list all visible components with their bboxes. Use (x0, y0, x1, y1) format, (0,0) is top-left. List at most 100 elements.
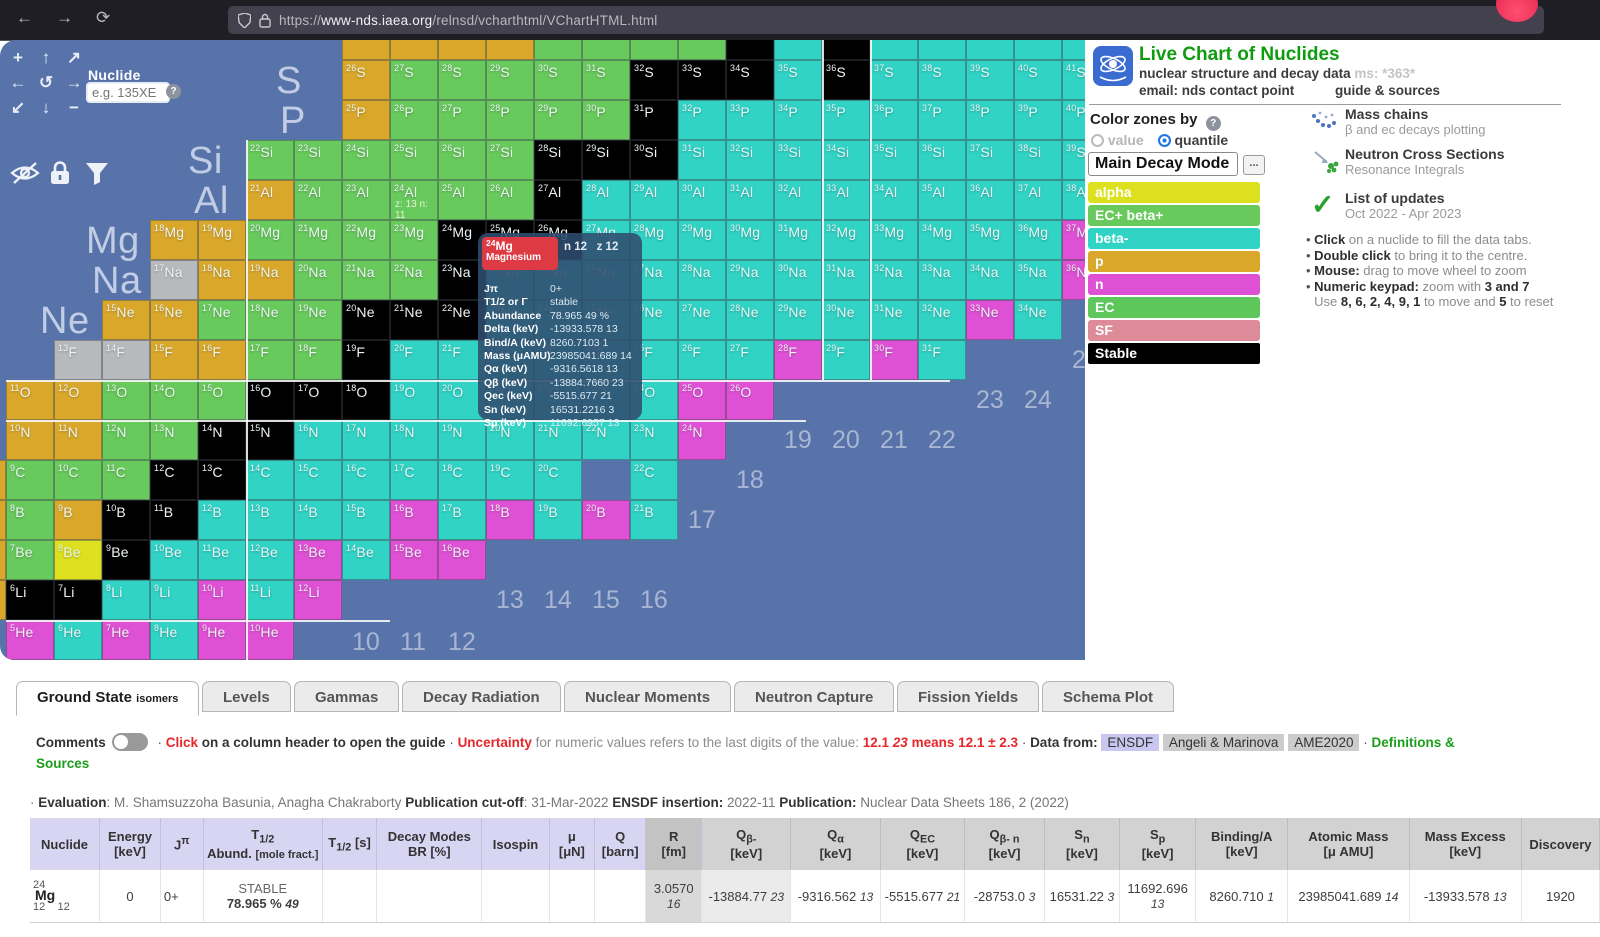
nuclide-cell-14B[interactable]: 14B (294, 500, 342, 540)
column-header-atomic-mass[interactable]: Atomic Mass [μ AMU] (1287, 818, 1410, 870)
nuclide-cell-25Al[interactable]: 25Al (438, 180, 486, 220)
nuclide-cell-11Li[interactable]: 11Li (246, 580, 294, 620)
nuclide-cell-19F[interactable]: 19F (342, 340, 390, 380)
nuclide-cell-28Na[interactable]: 28Na (678, 260, 726, 300)
nuclide-cell-7Be[interactable]: 7Be (6, 540, 54, 580)
nuclide-cell-33Ne[interactable]: 33Ne (966, 300, 1014, 340)
nuclide-cell-20Ne[interactable]: 20Ne (342, 300, 390, 340)
nuclide-cell-10Be[interactable]: 10Be (150, 540, 198, 580)
nuclide-cell-30Si[interactable]: 30Si (630, 140, 678, 180)
nuclide-cell-11N[interactable]: 11N (54, 420, 102, 460)
nuclide-cell-31F[interactable]: 31F (918, 340, 966, 380)
nuclide-cell-8Be[interactable]: 8Be (54, 540, 102, 580)
nuclide-cell-34Cl[interactable]: 34Cl (678, 40, 726, 60)
nuclide-cell-29S[interactable]: 29S (486, 60, 534, 100)
nuclide-cell-26Si[interactable]: 26Si (438, 140, 486, 180)
tab-levels[interactable]: Levels (202, 681, 291, 712)
nuclide-cell-15B[interactable]: 15B (342, 500, 390, 540)
nuclide-cell-15Ne[interactable]: 15Ne (102, 300, 150, 340)
column-header-q-[interactable]: Qβ- [keV] (701, 818, 792, 870)
nuclide-cell-16B[interactable]: 16B (390, 500, 438, 540)
nuclide-cell-26F[interactable]: 26F (678, 340, 726, 380)
help-icon[interactable]: ? (1205, 116, 1221, 131)
nuclide-cell-13O[interactable]: 13O (102, 380, 150, 420)
nuclide-cell-28P[interactable]: 28P (486, 100, 534, 140)
legend-alpha[interactable]: alpha (1088, 182, 1260, 203)
nuclide-cell-13B[interactable]: 13B (246, 500, 294, 540)
nuclide-cell-36S[interactable]: 36S (822, 60, 870, 100)
nuclide-cell-8He[interactable]: 8He (150, 620, 198, 660)
nuclide-cell-33Si[interactable]: 33Si (774, 140, 822, 180)
nuclide-cell-23Mg[interactable]: 23Mg (390, 220, 438, 260)
nuclide-cell-12C[interactable]: 12C (150, 460, 198, 500)
nuclide-cell-23Si[interactable]: 23Si (294, 140, 342, 180)
nuclide-cell-26S[interactable]: 26S (342, 60, 390, 100)
nuclide-cell-31Si[interactable]: 31Si (678, 140, 726, 180)
nuclide-cell-34S[interactable]: 34S (726, 60, 774, 100)
nuclide-chart-canvas[interactable]: 27Cl28Cl29Cl30Cl31Cl32Cl33Cl34Cl35Cl36Cl… (0, 40, 1085, 660)
nuclide-cell-21Al[interactable]: 21Al (246, 180, 294, 220)
radio-value-label[interactable]: value (1107, 132, 1144, 148)
minus-icon[interactable]: − (69, 98, 79, 117)
nuclide-cell-9Li[interactable]: 9Li (150, 580, 198, 620)
nuclide-cell-40S[interactable]: 40S (1014, 60, 1062, 100)
arrow-left-icon[interactable]: ← (9, 73, 27, 92)
nuclide-cell-41S[interactable]: 41S (1062, 60, 1085, 100)
nuclide-cell-25Si[interactable]: 25Si (390, 140, 438, 180)
column-header-isospin[interactable]: Isospin (481, 818, 550, 870)
nuclide-cell-5Li[interactable]: 5Li (0, 580, 6, 620)
column-header-discovery[interactable]: Discovery (1521, 818, 1600, 870)
nuclide-cell-14C[interactable]: 14C (246, 460, 294, 500)
nuclide-cell-12O[interactable]: 12O (54, 380, 102, 420)
nuclide-cell-38Si[interactable]: 38Si (1014, 140, 1062, 180)
nuclide-cell-40P[interactable]: 40P (1062, 100, 1085, 140)
nuclide-cell-17B[interactable]: 17B (438, 500, 486, 540)
nuclide-cell-32Si[interactable]: 32Si (726, 140, 774, 180)
nuclide-cell-22Mg[interactable]: 22Mg (342, 220, 390, 260)
nuclide-cell-32Na[interactable]: 32Na (870, 260, 918, 300)
nuclide-cell-39Si[interactable]: 39Si (1062, 140, 1085, 180)
nuclide-cell-34P[interactable]: 34P (774, 100, 822, 140)
nuclide-cell-35Al[interactable]: 35Al (918, 180, 966, 220)
nuclide-cell-27F[interactable]: 27F (726, 340, 774, 380)
nuclide-cell-36Na[interactable]: 36Na (1062, 260, 1085, 300)
guide-sources-link[interactable]: guide & sources (1335, 83, 1441, 98)
column-header-r[interactable]: R [fm] (645, 818, 703, 870)
legend-n[interactable]: n (1088, 274, 1260, 295)
nuclide-cell-14F[interactable]: 14F (102, 340, 150, 380)
legend-beta-[interactable]: beta- (1088, 228, 1260, 249)
nuclide-cell-19N[interactable]: 19N (438, 420, 486, 460)
nuclide-cell-33S[interactable]: 33S (678, 60, 726, 100)
tab-fission-yields[interactable]: Fission Yields (897, 681, 1040, 712)
nuclide-cell-6Li[interactable]: 6Li (6, 580, 54, 620)
list-of-updates-link[interactable]: List of updates (1345, 190, 1445, 206)
radio-quantile-label[interactable]: quantile (1174, 132, 1229, 148)
nuclide-cell-20B[interactable]: 20B (582, 500, 630, 540)
nuclide-cell-21Na[interactable]: 21Na (342, 260, 390, 300)
nuclide-cell-42Cl[interactable]: 42Cl (1062, 40, 1085, 60)
nuclide-cell-37Al[interactable]: 37Al (1014, 180, 1062, 220)
arrow-right-icon[interactable]: → (65, 73, 83, 92)
nuclide-cell-28Al[interactable]: 28Al (582, 180, 630, 220)
arrow-ne-icon[interactable]: ↗ (66, 48, 82, 67)
tab-schema-plot[interactable]: Schema Plot (1042, 681, 1175, 712)
nuclide-cell-26Al[interactable]: 26Al (486, 180, 534, 220)
nuclide-cell-10Li[interactable]: 10Li (198, 580, 246, 620)
nuclide-cell-31Cl[interactable]: 31Cl (534, 40, 582, 60)
tab-ground-state[interactable]: Ground State isomers (16, 681, 200, 716)
nuclide-cell-22Al[interactable]: 22Al (294, 180, 342, 220)
nuclide-cell-21Mg[interactable]: 21Mg (294, 220, 342, 260)
nuclide-cell-29P[interactable]: 29P (534, 100, 582, 140)
nuclide-cell-27P[interactable]: 27P (438, 100, 486, 140)
nuclide-cell-37Si[interactable]: 37Si (966, 140, 1014, 180)
column-header--[interactable]: μ [μN] (549, 818, 596, 870)
nuclide-cell-39P[interactable]: 39P (1014, 100, 1062, 140)
column-header-sn[interactable]: Sn [keV] (1044, 818, 1121, 870)
neutron-xs-icon[interactable] (1313, 148, 1341, 181)
table-row[interactable]: 24 Mg 12 12 0 0+ STABLE 78.965 % 49 3.0570 16 -1… (30, 870, 1600, 923)
nuclide-cell-25P[interactable]: 25P (342, 100, 390, 140)
nuclide-cell-30F[interactable]: 30F (870, 340, 918, 380)
nuclide-cell-35P[interactable]: 35P (822, 100, 870, 140)
nuclide-cell-33Na[interactable]: 33Na (918, 260, 966, 300)
nuclide-cell-35Mg[interactable]: 35Mg (966, 220, 1014, 260)
